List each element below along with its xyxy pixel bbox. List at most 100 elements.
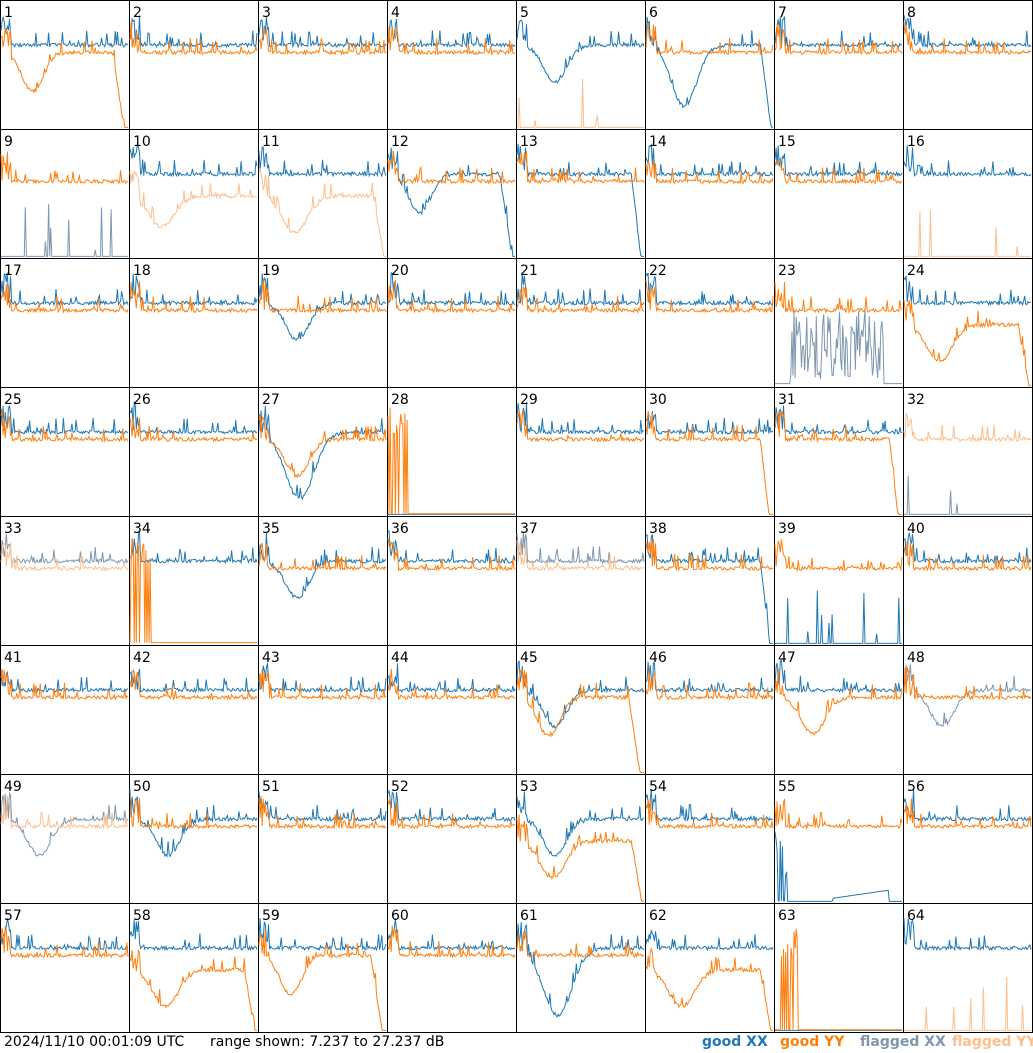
series-xx-line xyxy=(0,533,129,565)
panel-label: 26 xyxy=(133,392,151,408)
panel-label: 6 xyxy=(649,5,658,21)
panel-33: 33 xyxy=(0,516,130,646)
panel-64: 64 xyxy=(903,903,1033,1033)
series-xx-line xyxy=(129,920,258,952)
panel-label: 60 xyxy=(391,908,409,924)
panel-frame xyxy=(903,0,1033,130)
series-xx-line xyxy=(775,590,902,644)
panel-40: 40 xyxy=(903,516,1033,646)
panel-label: 27 xyxy=(262,392,280,408)
series-yy-line xyxy=(387,151,516,185)
series-yy-line xyxy=(645,160,774,185)
series-xx-line xyxy=(258,273,387,342)
series-xx-line xyxy=(645,661,774,694)
panel-label: 23 xyxy=(778,263,796,279)
panel-39: 39 xyxy=(774,516,904,646)
series-xx-line xyxy=(645,534,773,644)
series-yy-line xyxy=(904,210,1031,257)
series-xx-line xyxy=(903,918,1032,952)
panel-6: 6 xyxy=(645,0,775,130)
panel-label: 22 xyxy=(649,263,667,279)
panel-label: 56 xyxy=(907,779,925,795)
panel-53: 53 xyxy=(516,774,646,904)
series-yy-line xyxy=(516,409,645,443)
series-yy-line xyxy=(516,814,644,902)
legend-good-yy: good YY xyxy=(780,1034,845,1050)
panel-label: 38 xyxy=(649,521,667,537)
panel-label: 4 xyxy=(391,5,400,21)
panel-frame xyxy=(516,0,646,130)
panel-label: 15 xyxy=(778,134,796,150)
series-xx-line xyxy=(645,143,774,178)
panel-63: 63 xyxy=(774,903,904,1033)
series-yy-line xyxy=(516,540,645,572)
series-yy-line xyxy=(516,931,645,959)
panel-36: 36 xyxy=(387,516,517,646)
series-yy-line xyxy=(0,542,129,572)
panel-label: 49 xyxy=(4,779,22,795)
panel-label: 54 xyxy=(649,779,667,795)
series-xx-line xyxy=(774,831,902,902)
series-xx-line xyxy=(645,16,773,128)
panel-label: 45 xyxy=(520,650,538,666)
series-yy-line xyxy=(129,416,258,443)
panel-5: 5 xyxy=(516,0,646,130)
panel-frame xyxy=(387,0,517,130)
panel-label: 48 xyxy=(907,650,925,666)
panel-label: 64 xyxy=(907,908,925,924)
series-yy-line xyxy=(774,23,903,56)
series-xx-line xyxy=(0,918,129,952)
series-yy-line xyxy=(645,539,774,572)
series-yy-line xyxy=(258,167,386,257)
series-xx-line xyxy=(903,275,1031,307)
panel-58: 58 xyxy=(129,903,259,1033)
panel-label: 13 xyxy=(520,134,538,150)
panel-label: 33 xyxy=(4,521,22,537)
panel-label: 43 xyxy=(262,650,280,666)
series-yy-line xyxy=(904,977,1031,1031)
series-yy-line xyxy=(129,22,258,56)
panel-label: 34 xyxy=(133,521,151,537)
series-yy-line xyxy=(903,667,1032,701)
series-xx-line xyxy=(516,143,644,257)
panel-label: 21 xyxy=(520,263,538,279)
series-yy-line xyxy=(645,411,773,515)
series-xx-line xyxy=(904,475,1031,515)
panel-12: 12 xyxy=(387,129,517,259)
panel-1: 1 xyxy=(0,0,130,130)
panel-label: 58 xyxy=(133,908,151,924)
panel-label: 63 xyxy=(778,908,796,924)
series-yy-line xyxy=(0,796,129,830)
panel-label: 3 xyxy=(262,5,271,21)
series-xx-line xyxy=(130,531,258,565)
panel-15: 15 xyxy=(774,129,904,259)
series-xx-line xyxy=(516,922,645,1018)
panel-label: 10 xyxy=(133,134,151,150)
panel-46: 46 xyxy=(645,645,775,775)
panel-label: 35 xyxy=(262,521,280,537)
series-yy-line xyxy=(0,151,129,185)
series-xx-line xyxy=(516,660,645,729)
series-yy-line xyxy=(258,669,387,701)
series-yy-line xyxy=(387,279,516,314)
series-yy-line xyxy=(258,413,387,479)
panel-label: 51 xyxy=(262,779,280,795)
series-xx-line xyxy=(129,789,258,858)
panel-37: 37 xyxy=(516,516,646,646)
panel-38: 38 xyxy=(645,516,775,646)
panel-21: 21 xyxy=(516,258,646,388)
panel-frame xyxy=(258,0,388,130)
series-yy-line xyxy=(0,284,129,314)
panel-label: 1 xyxy=(4,5,13,21)
series-xx-line xyxy=(258,146,387,178)
panel-label: 40 xyxy=(907,521,925,537)
series-xx-line xyxy=(903,145,1032,178)
panel-label: 25 xyxy=(4,392,22,408)
panel-label: 61 xyxy=(520,908,538,924)
panel-label: 47 xyxy=(778,650,796,666)
series-xx-line xyxy=(516,19,645,84)
series-xx-line xyxy=(516,402,645,436)
series-xx-line xyxy=(774,405,903,436)
series-xx-line xyxy=(645,272,774,307)
